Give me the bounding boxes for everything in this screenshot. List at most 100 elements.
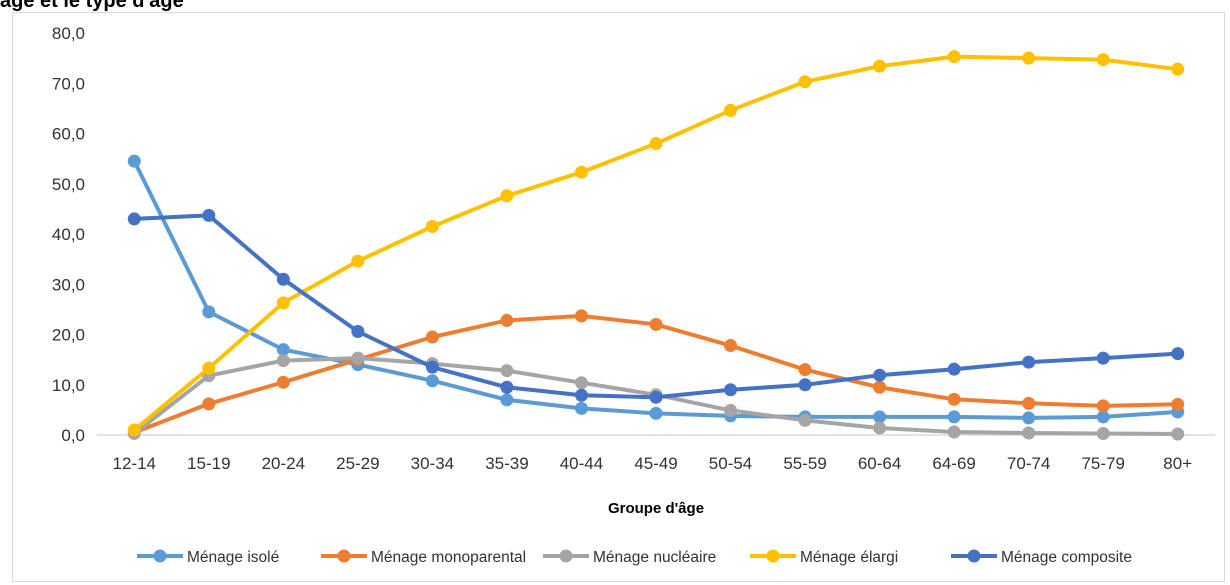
- data-point: [500, 189, 514, 203]
- data-point: [351, 351, 365, 365]
- y-tick-label: 50,0: [52, 175, 85, 194]
- data-point: [798, 413, 812, 427]
- legend-swatch-marker: [559, 549, 573, 563]
- y-tick-label: 30,0: [52, 275, 85, 294]
- y-tick-label: 70,0: [52, 74, 85, 93]
- data-point: [127, 212, 141, 226]
- x-tick-label: 75-79: [1081, 454, 1124, 473]
- data-point: [947, 362, 961, 376]
- legend-label: Ménage composite: [1001, 549, 1132, 566]
- data-point: [500, 313, 514, 327]
- data-point: [351, 324, 365, 338]
- legend-swatch-marker: [337, 549, 351, 563]
- data-point: [873, 368, 887, 382]
- page-title: age et le type d'âge: [0, 0, 184, 12]
- legend-label: Ménage nucléaire: [593, 549, 716, 566]
- legend-swatch-marker: [967, 549, 981, 563]
- data-point: [351, 254, 365, 268]
- series-layer: [127, 50, 1185, 441]
- legend-item: Ménage nucléaire: [543, 549, 716, 566]
- data-point: [724, 403, 738, 417]
- data-point: [1022, 396, 1036, 410]
- data-point: [873, 410, 887, 424]
- y-axis-ticks: 0,0 10,0 20,0 30,0 40,0 50,0 60,0 70,0 80,0: [52, 24, 85, 445]
- series-4: [127, 50, 1185, 437]
- data-point: [1022, 355, 1036, 369]
- data-point: [425, 374, 439, 388]
- legend-swatch-marker: [153, 549, 167, 563]
- data-point: [500, 393, 514, 407]
- x-tick-label: 20-24: [262, 454, 305, 473]
- y-tick-label: 80,0: [52, 24, 85, 43]
- data-point: [724, 383, 738, 397]
- data-point: [276, 343, 290, 357]
- data-point: [127, 423, 141, 437]
- data-point: [798, 363, 812, 377]
- series-line: [132, 54, 1180, 432]
- data-point: [425, 330, 439, 344]
- x-tick-label: 55-59: [783, 454, 826, 473]
- data-point: [202, 361, 216, 375]
- x-tick-label: 45-49: [634, 454, 677, 473]
- data-point: [202, 397, 216, 411]
- data-point: [574, 388, 588, 402]
- data-point: [202, 208, 216, 222]
- data-point: [724, 103, 738, 117]
- x-tick-label: 35-39: [485, 454, 528, 473]
- data-point: [574, 376, 588, 390]
- y-tick-label: 0,0: [61, 426, 85, 445]
- x-tick-label: 64-69: [932, 454, 975, 473]
- data-point: [276, 272, 290, 286]
- data-point: [947, 425, 961, 439]
- x-tick-label: 40-44: [560, 454, 603, 473]
- x-tick-label: 25-29: [336, 454, 379, 473]
- data-point: [947, 410, 961, 424]
- legend-swatch-marker: [766, 549, 780, 563]
- x-tick-label: 15-19: [187, 454, 230, 473]
- series-5: [127, 208, 1185, 404]
- legend-item: Ménage composite: [951, 549, 1132, 566]
- data-point: [1096, 399, 1110, 413]
- data-point: [873, 59, 887, 73]
- chart-frame: 0,0 10,0 20,0 30,0 40,0 50,0 60,0 70,0 80,0 12-1…: [12, 12, 1225, 582]
- data-point: [1171, 347, 1185, 361]
- data-point: [276, 354, 290, 368]
- series-line: [132, 213, 1180, 400]
- data-point: [202, 305, 216, 319]
- legend-label: Ménage isolé: [187, 549, 279, 566]
- x-axis-title: Groupe d'âge: [608, 500, 704, 517]
- data-point: [1096, 426, 1110, 440]
- data-point: [1022, 51, 1036, 65]
- x-axis-ticks: 12-14 15-19 20-24 25-29 30-34 35-39 40-44 45-49…: [113, 454, 1193, 473]
- data-point: [276, 375, 290, 389]
- data-point: [1171, 397, 1185, 411]
- data-point: [798, 378, 812, 392]
- legend-item: Ménage monoparental: [321, 549, 526, 566]
- data-point: [276, 296, 290, 310]
- x-tick-label: 50-54: [709, 454, 752, 473]
- data-point: [500, 364, 514, 378]
- data-point: [127, 154, 141, 168]
- data-point: [947, 392, 961, 406]
- legend: Ménage isolé Ménage monoparental Ménage nu…: [137, 549, 1132, 566]
- data-point: [425, 219, 439, 233]
- y-tick-label: 10,0: [52, 376, 85, 395]
- data-point: [1171, 62, 1185, 76]
- data-point: [1096, 410, 1110, 424]
- series-1: [127, 154, 1185, 425]
- x-tick-label: 12-14: [113, 454, 156, 473]
- legend-label: Ménage élargi: [800, 549, 898, 566]
- data-point: [574, 165, 588, 179]
- legend-item: Ménage isolé: [137, 549, 279, 566]
- x-tick-label: 70-74: [1007, 454, 1050, 473]
- data-point: [500, 380, 514, 394]
- y-tick-label: 20,0: [52, 326, 85, 345]
- data-point: [724, 339, 738, 353]
- legend-item: Ménage élargi: [750, 549, 898, 566]
- data-point: [1022, 426, 1036, 440]
- data-point: [1096, 351, 1110, 365]
- data-point: [1096, 53, 1110, 67]
- data-point: [649, 390, 663, 404]
- x-tick-label: 30-34: [411, 454, 454, 473]
- legend-label: Ménage monoparental: [371, 549, 526, 566]
